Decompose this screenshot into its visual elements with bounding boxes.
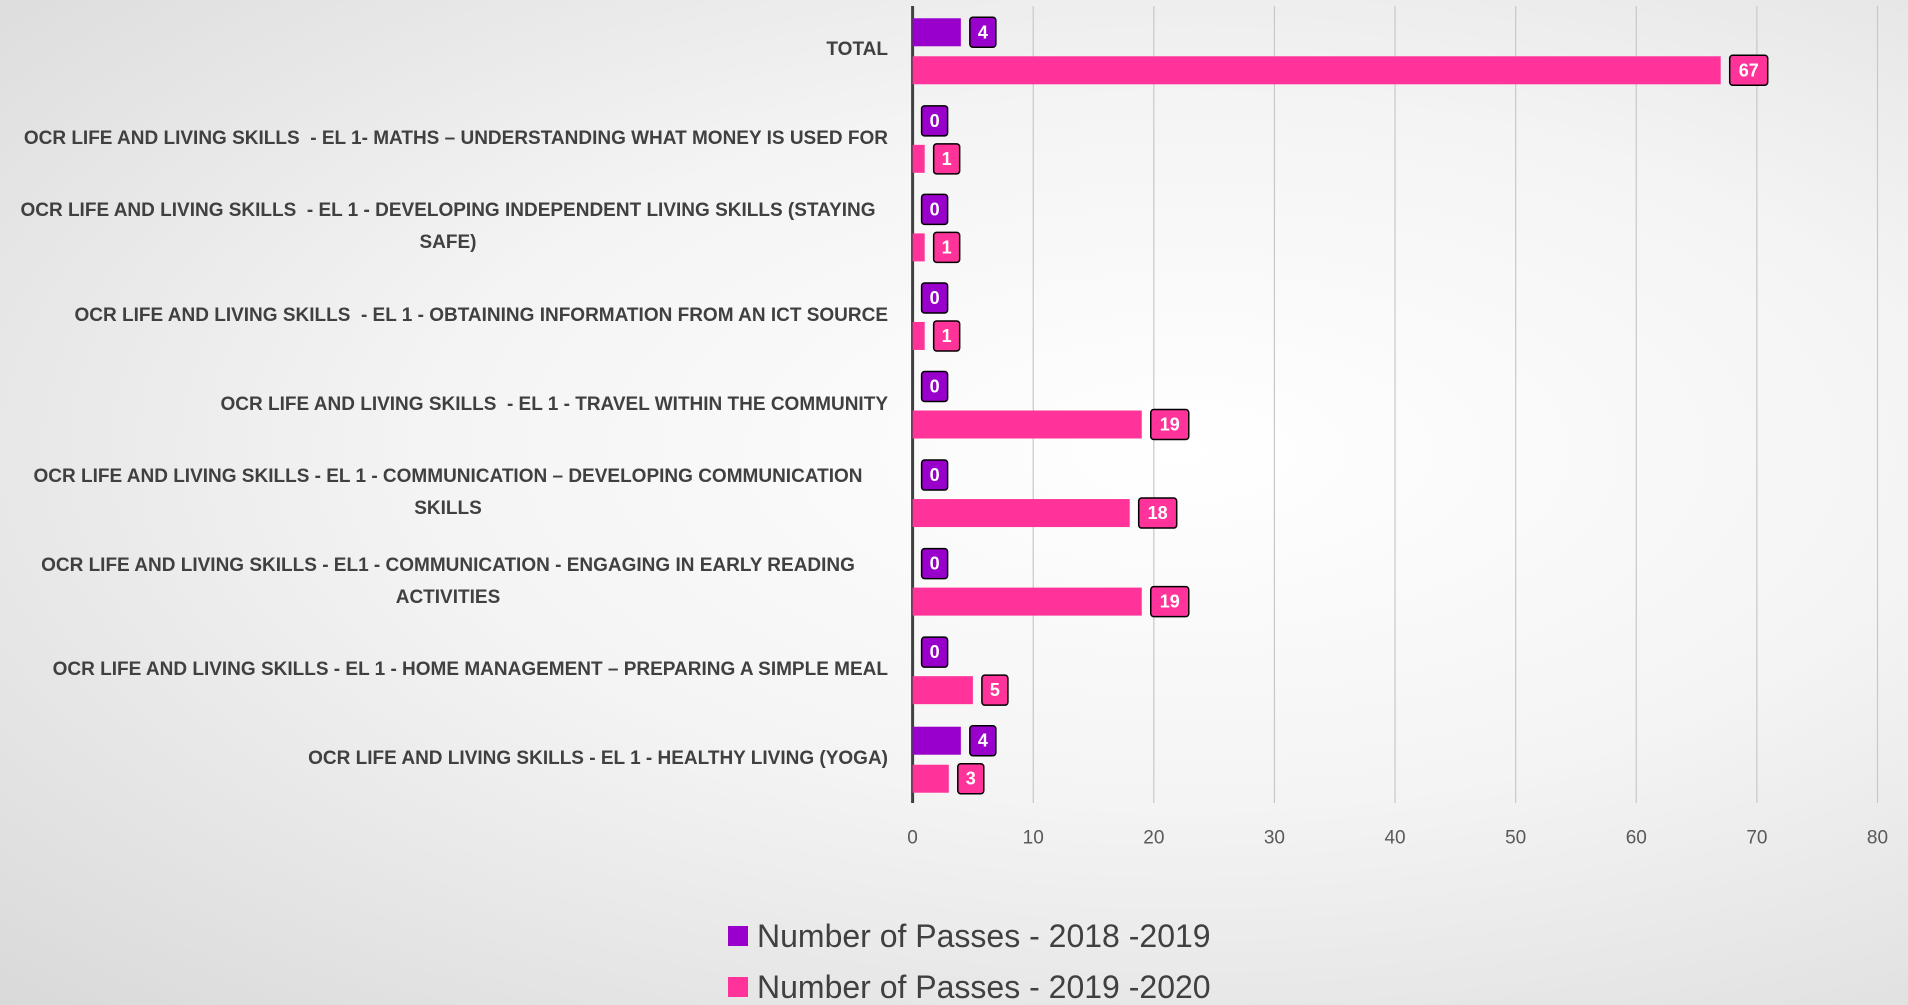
value-label: 0	[930, 377, 940, 397]
bar	[912, 764, 949, 793]
bar	[912, 18, 961, 47]
value-label: 4	[978, 22, 988, 42]
value-label-box	[1728, 54, 1769, 87]
value-label-box	[920, 459, 949, 491]
value-label-box	[920, 282, 949, 314]
value-label-box	[969, 724, 997, 757]
bar	[912, 233, 925, 262]
x-tick-label: 10	[1023, 828, 1044, 849]
legend-label: Number of Passes - 2018 -2019	[757, 918, 1211, 954]
bar	[912, 676, 973, 705]
value-label-box	[1150, 585, 1190, 618]
value-label: 67	[1739, 60, 1759, 80]
bar	[912, 144, 925, 173]
bar	[912, 587, 1142, 616]
value-label: 18	[1148, 503, 1168, 523]
value-label: 0	[930, 288, 940, 308]
x-tick-label: 50	[1505, 828, 1526, 849]
category-label: OCR LIFE AND LIVING SKILLS - EL 1 - COMM…	[33, 466, 868, 520]
bar	[912, 56, 1721, 85]
x-tick-label: 80	[1867, 828, 1888, 849]
bar	[912, 321, 925, 350]
category-label: OCR LIFE AND LIVING SKILLS - EL1 - COMMU…	[41, 554, 860, 608]
value-label: 0	[930, 642, 940, 662]
value-label-box	[920, 370, 949, 403]
category-label: OCR LIFE AND LIVING SKILLS - EL 1 - OBTA…	[74, 304, 888, 326]
value-label-box	[969, 16, 997, 49]
value-label-box	[920, 193, 949, 226]
category-label: OCR LIFE AND LIVING SKILLS - EL 1 - HOME…	[52, 659, 888, 681]
value-label-box	[957, 762, 985, 795]
value-label: 0	[930, 465, 940, 485]
category-label: OCR LIFE AND LIVING SKILLS - EL 1 - HEAL…	[308, 747, 888, 769]
x-tick-label: 30	[1264, 828, 1285, 849]
x-tick-label: 40	[1384, 828, 1405, 849]
value-label: 0	[930, 554, 940, 574]
category-label: OCR LIFE AND LIVING SKILLS - EL 1- MATHS…	[23, 127, 888, 149]
category-label: TOTAL	[826, 39, 888, 61]
x-tick-label: 70	[1746, 828, 1767, 849]
x-tick-label: 0	[907, 828, 918, 849]
value-label: 3	[966, 769, 976, 789]
value-label: 19	[1160, 592, 1180, 612]
value-label-box	[932, 231, 961, 264]
value-label: 5	[990, 680, 1000, 700]
value-label: 0	[930, 111, 940, 131]
value-label-box	[932, 320, 961, 352]
category-label: OCR LIFE AND LIVING SKILLS - EL 1 - TRAV…	[220, 393, 888, 415]
value-label: 1	[942, 326, 952, 346]
value-label-box	[920, 105, 949, 137]
legend-swatch	[728, 926, 748, 946]
value-label-box	[1150, 408, 1190, 441]
value-label: 1	[942, 149, 952, 169]
value-label-box	[920, 636, 949, 668]
bar	[912, 410, 1142, 439]
legend-swatch	[728, 977, 748, 997]
category-label: OCR LIFE AND LIVING SKILLS - EL 1 - DEVE…	[20, 200, 881, 254]
value-label: 4	[978, 731, 988, 751]
bar	[912, 499, 1130, 528]
bar	[912, 726, 961, 755]
value-label-box	[920, 547, 949, 580]
value-label: 1	[942, 237, 952, 257]
value-label-box	[932, 143, 961, 175]
value-label: 0	[930, 199, 940, 219]
x-tick-label: 60	[1626, 828, 1647, 849]
legend-label: Number of Passes - 2019 -2020	[757, 969, 1211, 1005]
value-label-box	[1137, 497, 1178, 529]
value-label: 19	[1160, 415, 1180, 435]
x-tick-label: 20	[1143, 828, 1164, 849]
value-label-box	[981, 674, 1009, 706]
